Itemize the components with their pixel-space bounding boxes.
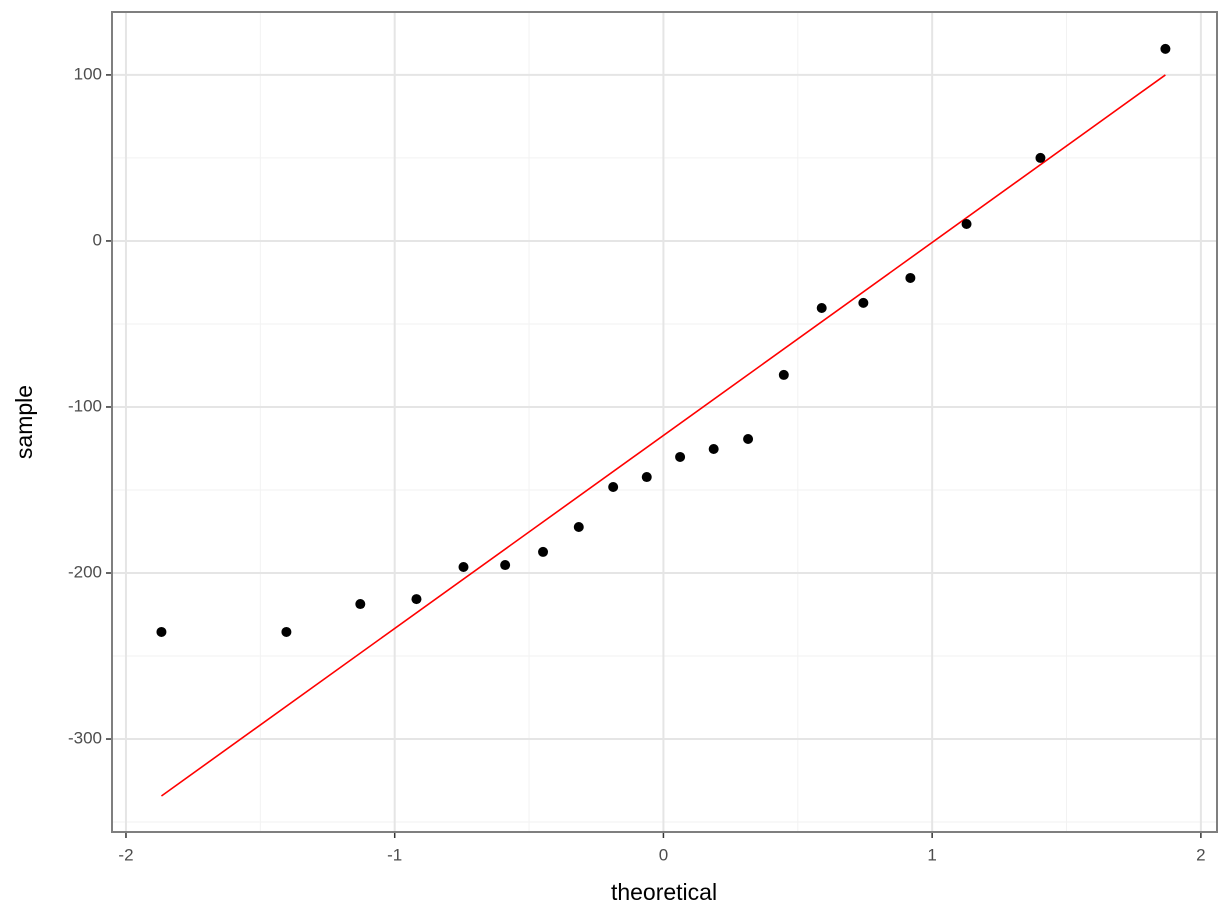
- x-axis-title: theoretical: [611, 879, 717, 905]
- y-tick-label: -300: [68, 729, 102, 748]
- point: [1160, 43, 1171, 54]
- point: [708, 443, 719, 454]
- point: [500, 560, 511, 571]
- y-tick-label: -100: [68, 396, 102, 415]
- point: [816, 303, 827, 314]
- point: [778, 369, 789, 380]
- panel: [112, 12, 1217, 832]
- reference-line: [160, 74, 1166, 797]
- point: [573, 522, 584, 533]
- point: [538, 546, 549, 557]
- y-tick-label: 0: [93, 230, 102, 249]
- x-tick-label: -2: [118, 845, 133, 864]
- point: [858, 297, 869, 308]
- y-axis-title: sample: [11, 385, 37, 459]
- point: [156, 626, 167, 637]
- point: [608, 481, 619, 492]
- point: [961, 219, 972, 230]
- x-tick-label: 0: [659, 845, 668, 864]
- x-tick-label: -1: [387, 845, 402, 864]
- point: [355, 599, 366, 610]
- y-tick-label: 100: [74, 64, 102, 83]
- point: [641, 472, 652, 483]
- x-tick-label: 1: [927, 845, 936, 864]
- panel-border: [111, 11, 1218, 833]
- point: [1035, 152, 1046, 163]
- point: [281, 626, 292, 637]
- point: [743, 434, 754, 445]
- point: [905, 272, 916, 283]
- point: [411, 594, 422, 605]
- point: [458, 562, 469, 573]
- point: [675, 451, 686, 462]
- x-tick-label: 2: [1196, 845, 1205, 864]
- y-tick-label: -200: [68, 562, 102, 581]
